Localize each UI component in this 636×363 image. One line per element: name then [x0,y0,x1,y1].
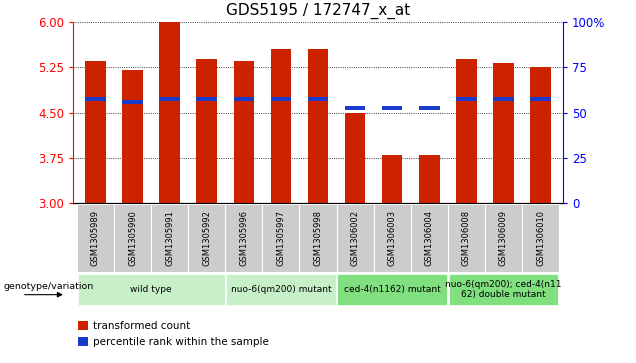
Bar [382,155,403,203]
Bar [419,106,439,110]
Bar [337,274,447,305]
Text: percentile rank within the sample: percentile rank within the sample [93,337,268,347]
Bar [197,59,217,203]
Bar [485,204,522,272]
Bar [226,274,336,305]
Bar [197,97,217,101]
Bar [448,274,558,305]
Text: GSM1306003: GSM1306003 [388,210,397,266]
Bar [78,274,225,305]
Bar [271,49,291,203]
Bar [374,204,411,272]
Text: GSM1305990: GSM1305990 [128,210,137,266]
Text: GSM1306008: GSM1306008 [462,210,471,266]
Text: transformed count: transformed count [93,321,190,331]
Bar [300,204,336,272]
Bar [122,70,142,203]
Text: GSM1305989: GSM1305989 [91,210,100,266]
Bar [85,97,106,101]
Bar [225,204,263,272]
Bar [522,204,559,272]
Text: GSM1306004: GSM1306004 [425,210,434,266]
Bar [188,204,225,272]
Bar [271,97,291,101]
Bar [308,49,328,203]
Bar [308,97,328,101]
Text: GSM1306002: GSM1306002 [350,210,359,266]
Bar [419,155,439,203]
Title: GDS5195 / 172747_x_at: GDS5195 / 172747_x_at [226,3,410,19]
Bar [382,106,403,110]
Bar [530,67,551,203]
Text: GSM1305992: GSM1305992 [202,210,211,266]
Bar [494,97,514,101]
Bar [77,204,114,272]
Text: ced-4(n1162) mutant: ced-4(n1162) mutant [344,285,441,294]
Bar [494,63,514,203]
Bar [263,204,300,272]
Bar [85,61,106,203]
Bar [456,59,476,203]
Bar [456,97,476,101]
Bar [336,204,374,272]
Bar [78,321,88,330]
Bar [345,113,365,203]
Text: GSM1305998: GSM1305998 [314,210,322,266]
Bar [114,204,151,272]
Text: GSM1306010: GSM1306010 [536,210,545,266]
Text: genotype/variation: genotype/variation [4,282,94,291]
Bar [233,61,254,203]
Bar [233,97,254,101]
Bar [78,337,88,346]
Text: GSM1306009: GSM1306009 [499,210,508,266]
Bar [345,106,365,110]
Bar [122,99,142,104]
Text: GSM1305997: GSM1305997 [277,210,286,266]
Text: nuo-6(qm200) mutant: nuo-6(qm200) mutant [231,285,331,294]
Bar [160,97,180,101]
Text: wild type: wild type [130,285,172,294]
Bar [160,22,180,203]
Bar [530,97,551,101]
Text: nuo-6(qm200); ced-4(n11
62) double mutant: nuo-6(qm200); ced-4(n11 62) double mutan… [445,280,562,299]
Text: GSM1305991: GSM1305991 [165,210,174,266]
Bar [411,204,448,272]
Bar [448,204,485,272]
Text: GSM1305996: GSM1305996 [239,210,248,266]
Bar [151,204,188,272]
